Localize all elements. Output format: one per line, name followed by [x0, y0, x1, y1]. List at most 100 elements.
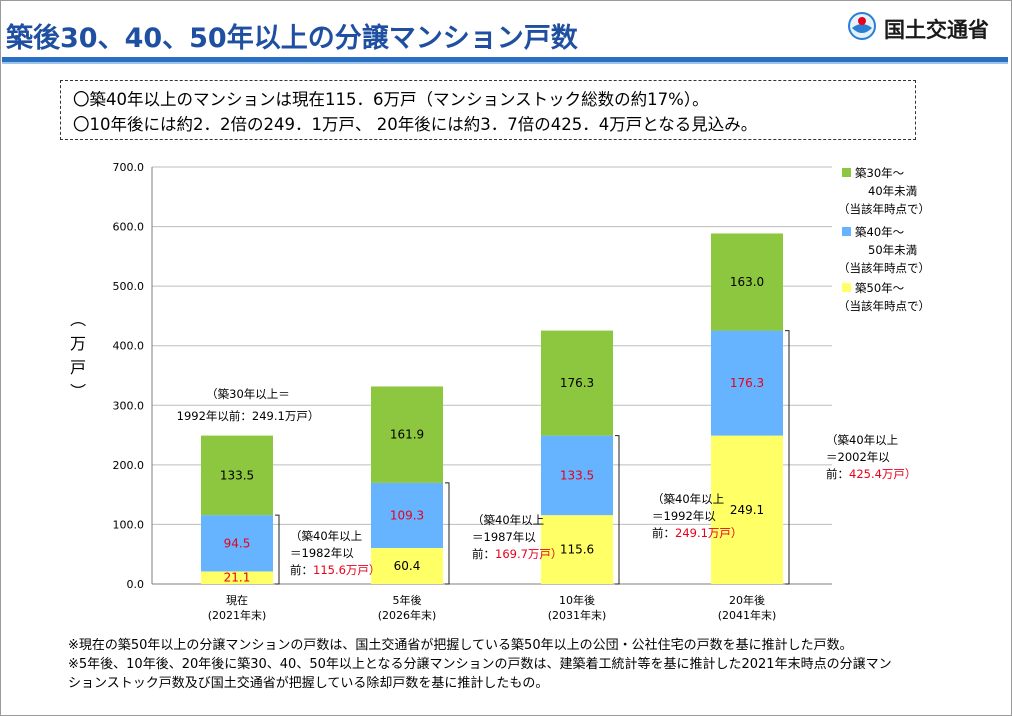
- annotation-highlight: 115.6万戸）: [313, 563, 380, 577]
- annotation-text-part: 前：: [472, 547, 495, 561]
- y-tick-label: 700.0: [113, 161, 145, 174]
- data-label: 133.5: [560, 468, 594, 482]
- bar-segment: [711, 330, 783, 436]
- data-label: 163.0: [730, 275, 764, 289]
- data-label: 249.1: [730, 503, 764, 517]
- annotation-text-part: 前：: [826, 467, 849, 481]
- annotation-text: 前：249.1万戸）: [652, 526, 742, 540]
- data-label: 176.3: [730, 376, 764, 390]
- footnote: ※5年後、10年後、20年後に築30、40、50年以上となる分譲マンションの戸数…: [68, 657, 892, 672]
- y-axis-label-glyph: 万: [70, 334, 86, 353]
- annotation-text-part: （築30年以上＝: [206, 387, 290, 401]
- data-label: 133.5: [220, 468, 254, 482]
- y-axis-label-glyph: ）: [68, 383, 87, 399]
- data-label: 94.5: [224, 536, 251, 550]
- annotation-text-part: 前：: [652, 526, 675, 540]
- bar-segment: [711, 435, 783, 584]
- annotation-text: ＝1992年以: [652, 509, 716, 523]
- annotation-text-part: （築40年以上: [652, 492, 724, 506]
- y-axis-label-glyph: 戸: [70, 358, 86, 377]
- legend-swatch: [842, 283, 851, 292]
- x-tick-label: (2026年末): [378, 608, 437, 622]
- legend-label: 50年未満: [868, 243, 917, 257]
- data-label: 109.3: [390, 508, 424, 522]
- legend-label: （当該年時点で）: [838, 299, 930, 313]
- annotation-highlight: 169.7万戸）: [495, 547, 562, 561]
- bar-segment: [201, 515, 273, 572]
- bracket: [785, 330, 790, 585]
- y-tick-label: 300.0: [113, 399, 145, 412]
- stacked-bar-chart: 0.0 100.0 200.0 300.0 400.0 500.0 600.0 700.0 （ 万…: [68, 161, 930, 622]
- y-axis-label-glyph: （: [68, 311, 87, 327]
- x-tick-label: 10年後: [559, 593, 595, 607]
- x-tick-label: 5年後: [393, 593, 422, 607]
- y-tick-label: 200.0: [113, 459, 145, 472]
- bracket: [275, 514, 280, 585]
- annotation-text-part: 1992年以前：249.1万戸）: [177, 409, 320, 423]
- annotation-text: ＝1987年以: [472, 530, 536, 544]
- title-underline: [2, 57, 1008, 62]
- annotation-text-part: ＝2002年以: [826, 450, 890, 464]
- y-tick-label: 0.0: [127, 578, 145, 591]
- legend-label: 40年未満: [868, 184, 917, 198]
- page-title: 築後30、40、50年以上の分譲マンション戸数: [6, 23, 578, 54]
- annotation-text: （築40年以上: [472, 513, 544, 527]
- annotation-text-part: ＝1982年以: [290, 546, 354, 560]
- annotation-highlight: 425.4万戸）: [849, 467, 916, 481]
- bar-segment: [541, 515, 613, 584]
- title-underline-light: [2, 62, 1008, 64]
- annotation-text: （築40年以上: [290, 529, 362, 543]
- bracket: [445, 482, 450, 585]
- data-label: 60.4: [394, 559, 421, 573]
- annotation-text-part: ＝1987年以: [472, 530, 536, 544]
- legend-swatch: [842, 227, 851, 236]
- logo: 国土交通省: [846, 8, 1006, 42]
- footnote: ※現在の築50年以上の分譲マンションの戸数は、国土交通省が把握している築50年以…: [68, 638, 853, 653]
- annotation-text: 前：425.4万戸）: [826, 467, 916, 481]
- bar-segment: [371, 386, 443, 483]
- x-tick-label: (2021年末): [208, 608, 267, 622]
- summary-box: 〇築40年以上のマンションは現在115．6万戸（マンションストック総数の約17%…: [60, 80, 916, 140]
- bar-segment: [541, 330, 613, 436]
- data-label: 176.3: [560, 376, 594, 390]
- annotation-text: ＝2002年以: [826, 450, 890, 464]
- x-tick-label: 現在: [226, 594, 248, 607]
- bracket: [615, 435, 620, 585]
- annotation-text: 前：169.7万戸）: [472, 547, 562, 561]
- annotation-highlight: 249.1万戸）: [675, 526, 742, 540]
- x-tick-label: 20年後: [729, 593, 765, 607]
- data-label: 115.6: [560, 543, 594, 557]
- bar-segment: [371, 548, 443, 584]
- annotation-text: （築40年以上: [652, 492, 724, 506]
- legend-label: （当該年時点で）: [838, 261, 930, 275]
- legend-label: （当該年時点で）: [838, 202, 930, 216]
- bar-segment: [541, 435, 613, 516]
- bar-segment: [201, 435, 273, 516]
- bar-segment: [711, 233, 783, 331]
- annotation-text-part: （築40年以上: [290, 529, 362, 543]
- legend-label: 築40年～: [855, 225, 905, 239]
- footnotes: ※現在の築50年以上の分譲マンションの戸数は、国土交通省が把握している築50年以…: [68, 636, 988, 693]
- bar-segment: [371, 482, 443, 549]
- annotation-text-part: ＝1992年以: [652, 509, 716, 523]
- y-tick-label: 600.0: [113, 221, 145, 234]
- mlit-logo-icon: [848, 12, 876, 40]
- bar-segment: [201, 571, 273, 584]
- data-label: 161.9: [390, 428, 424, 442]
- data-label: 21.1: [224, 571, 251, 585]
- annotation-text: 前：115.6万戸）: [290, 563, 380, 577]
- logo-text: 国土交通省: [884, 18, 989, 42]
- y-tick-label: 100.0: [113, 518, 145, 531]
- legend-label: 築50年～: [855, 281, 905, 295]
- footnote: ションストック戸数及び国土交通省が把握している除却戸数を基に推計したもの。: [68, 676, 549, 691]
- summary-line: 〇10年後には約2．2倍の249．1万戸、 20年後には約3．7倍の425．4万…: [73, 115, 758, 134]
- annotation-text-part: （築40年以上: [826, 433, 898, 447]
- annotation-text-part: （築40年以上: [472, 513, 544, 527]
- legend-swatch: [842, 168, 851, 177]
- annotation-text: ＝1982年以: [290, 546, 354, 560]
- annotation-text: （築30年以上＝: [206, 387, 290, 401]
- x-tick-label: (2031年末): [548, 608, 607, 622]
- annotation-text: （築40年以上: [826, 433, 898, 447]
- x-tick-label: (2041年末): [718, 608, 777, 622]
- annotation-text: 1992年以前：249.1万戸）: [177, 409, 320, 423]
